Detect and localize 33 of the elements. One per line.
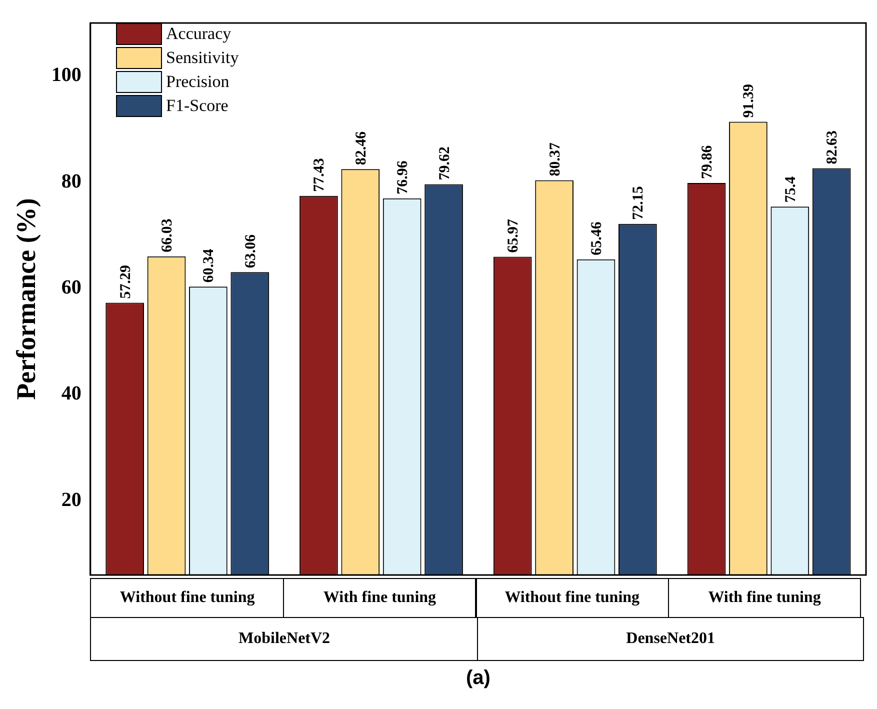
legend-label: Sensitivity	[166, 48, 239, 68]
data-label: 65.97	[506, 218, 522, 253]
y-axis-title: Performance (%)	[11, 198, 42, 400]
y-tick-label: 80	[61, 170, 82, 192]
data-label: 75.4	[782, 176, 799, 203]
data-label: 79.86	[700, 144, 716, 179]
y-tick-label: 20	[61, 488, 82, 511]
data-label: 66.03	[160, 218, 176, 252]
data-label: 76.96	[395, 160, 412, 194]
text: MobileNetV2	[90, 616, 478, 660]
x-tick-label: With fine tuning	[282, 578, 477, 618]
y-tick-label: 40	[61, 382, 82, 405]
x-tick-label: Without fine tuning	[90, 578, 284, 618]
data-label: 65.46	[588, 221, 605, 256]
text: (a)	[464, 666, 492, 690]
data-label: 79.62	[436, 146, 453, 180]
y-tick-label: 100	[51, 64, 82, 86]
data-label: 72.15	[630, 186, 647, 220]
data-label: 80.37	[547, 142, 564, 176]
x-tick-label: With fine tuning	[668, 578, 862, 618]
data-label: 91.39	[741, 84, 758, 118]
data-label: 82.63	[824, 130, 841, 164]
data-label: 82.46	[353, 130, 370, 166]
data-label: 63.06	[242, 234, 259, 268]
legend-label: Precision	[166, 72, 230, 92]
x-tick-label: Without fine tuning	[475, 578, 670, 618]
legend-label: Accuracy	[166, 24, 232, 44]
data-label: 57.29	[118, 265, 134, 299]
data-label: 60.34	[201, 248, 218, 283]
legend-label: F1-Score	[166, 96, 228, 116]
y-tick-label: 60	[61, 276, 82, 299]
data-label: 77.43	[312, 158, 328, 192]
text: DenseNet201	[476, 616, 864, 660]
